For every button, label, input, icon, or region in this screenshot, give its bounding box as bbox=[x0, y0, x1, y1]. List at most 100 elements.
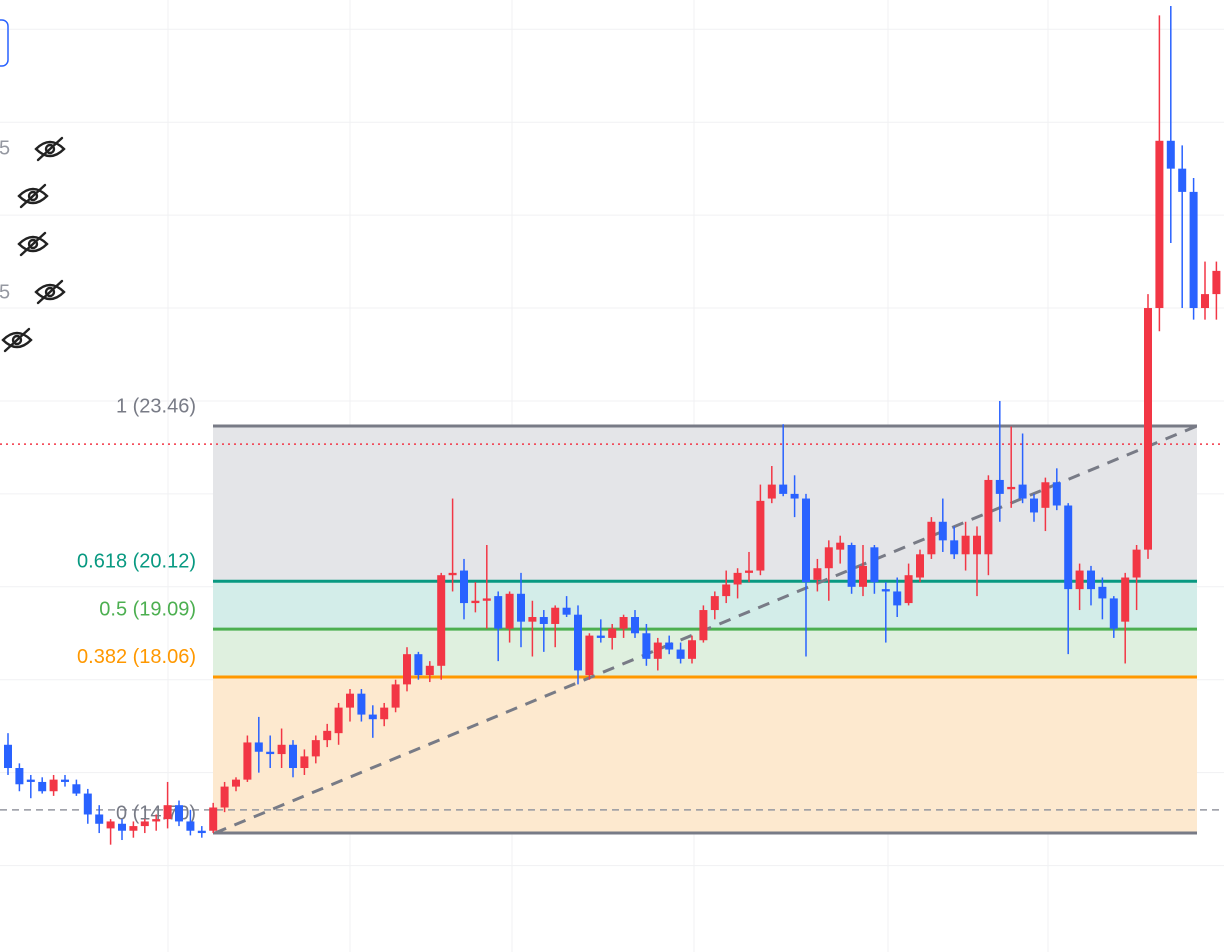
candle-body bbox=[380, 707, 389, 720]
candle-body bbox=[15, 768, 24, 785]
candle-body bbox=[1064, 505, 1073, 590]
candle-body bbox=[585, 635, 594, 676]
candle-body bbox=[152, 819, 161, 822]
candle-body bbox=[72, 784, 81, 794]
candle-body bbox=[984, 479, 993, 555]
eye-off-icon[interactable] bbox=[34, 279, 66, 305]
candle-body bbox=[893, 591, 902, 606]
eye-off-icon[interactable] bbox=[34, 136, 66, 162]
eye-off-icon[interactable] bbox=[1, 327, 33, 353]
candle-body bbox=[950, 540, 959, 555]
candle-body bbox=[596, 635, 605, 638]
candle-body bbox=[802, 498, 810, 583]
candle-body bbox=[870, 547, 879, 583]
fib-retracement: 1 (23.46) 0.618 (20.12) 0.5 (19.09) 0.382 (… bbox=[0, 395, 1224, 835]
fib-level-label: 1 (23.46) bbox=[116, 395, 196, 417]
candle-body bbox=[289, 744, 297, 769]
candle-body bbox=[460, 570, 468, 604]
candle-body bbox=[163, 805, 172, 820]
candle-body bbox=[334, 707, 343, 734]
candle-body bbox=[642, 633, 651, 659]
candle-body bbox=[505, 593, 514, 629]
candle-body bbox=[220, 786, 229, 808]
fib-level-label: 0.5 (19.09) bbox=[99, 598, 196, 620]
candle-body bbox=[118, 823, 126, 831]
candle-body bbox=[49, 779, 58, 792]
candle-body bbox=[619, 617, 628, 629]
eye-off-icon[interactable] bbox=[17, 183, 49, 209]
candle-body bbox=[767, 484, 776, 499]
candle-body bbox=[403, 654, 411, 685]
candle-body bbox=[106, 821, 115, 829]
candle-body bbox=[368, 714, 377, 720]
candle-body bbox=[357, 693, 366, 715]
candle-body bbox=[1075, 570, 1084, 590]
candle-body bbox=[756, 500, 765, 571]
candle-body bbox=[699, 610, 708, 641]
candle-body bbox=[528, 617, 537, 622]
fib-level-label: 0.382 (18.06) bbox=[77, 646, 196, 668]
candle-body bbox=[471, 600, 480, 604]
candle-body bbox=[813, 568, 822, 580]
candle-body bbox=[38, 781, 47, 792]
candle-body bbox=[562, 607, 571, 615]
candle-body bbox=[836, 542, 845, 550]
candle-body bbox=[311, 740, 320, 757]
candle-body bbox=[266, 751, 275, 755]
candle-body bbox=[1212, 270, 1221, 295]
candle-body bbox=[1007, 486, 1016, 490]
candle-body bbox=[927, 521, 936, 555]
candle-body bbox=[95, 814, 104, 824]
candle-body bbox=[859, 565, 867, 587]
candle-body bbox=[1201, 294, 1209, 309]
candle-body bbox=[779, 484, 788, 494]
candle-body bbox=[1030, 498, 1038, 513]
candle-body bbox=[745, 570, 753, 573]
fib-zone bbox=[213, 676, 1197, 834]
candle-body bbox=[83, 793, 92, 815]
candle-body bbox=[551, 607, 560, 624]
candle-body bbox=[129, 826, 138, 831]
side-label: 5 bbox=[0, 137, 10, 159]
candle-body bbox=[995, 479, 1004, 494]
candle-body bbox=[733, 572, 742, 585]
candle-body bbox=[277, 744, 286, 755]
candle-body bbox=[938, 521, 947, 541]
candle-body bbox=[209, 807, 218, 831]
candle-body bbox=[710, 596, 719, 611]
candle-body bbox=[414, 654, 423, 676]
candle-body bbox=[1052, 482, 1061, 506]
candle-body bbox=[1087, 570, 1095, 590]
candle-body bbox=[61, 779, 69, 782]
candle-body bbox=[175, 805, 183, 822]
candle-body bbox=[881, 589, 890, 592]
candle-body bbox=[1018, 484, 1027, 499]
eye-off-icon[interactable] bbox=[17, 231, 49, 257]
candle-body bbox=[916, 554, 924, 578]
candle-body bbox=[254, 742, 263, 752]
candle-body bbox=[608, 628, 617, 638]
candle-body bbox=[631, 617, 639, 634]
candle-body bbox=[1166, 140, 1175, 169]
candle-body bbox=[1144, 308, 1152, 550]
candle-body bbox=[300, 756, 309, 769]
candle-body bbox=[847, 544, 856, 587]
candle-body bbox=[391, 684, 400, 708]
toolbar-button[interactable] bbox=[0, 19, 9, 67]
candle-body bbox=[653, 642, 662, 659]
candle-body bbox=[437, 575, 446, 666]
candle-body bbox=[1178, 168, 1187, 192]
candle-body bbox=[425, 665, 434, 676]
candle-body bbox=[574, 614, 582, 671]
candle-body bbox=[973, 535, 981, 555]
candle-body bbox=[197, 830, 206, 834]
candle-body bbox=[26, 779, 35, 782]
candle-body bbox=[824, 547, 833, 569]
candle-body bbox=[904, 575, 913, 604]
candle-body bbox=[1189, 191, 1198, 309]
fib-level-label: 0.618 (20.12) bbox=[77, 551, 196, 573]
candle-body bbox=[482, 598, 491, 601]
candle-body bbox=[323, 730, 332, 741]
